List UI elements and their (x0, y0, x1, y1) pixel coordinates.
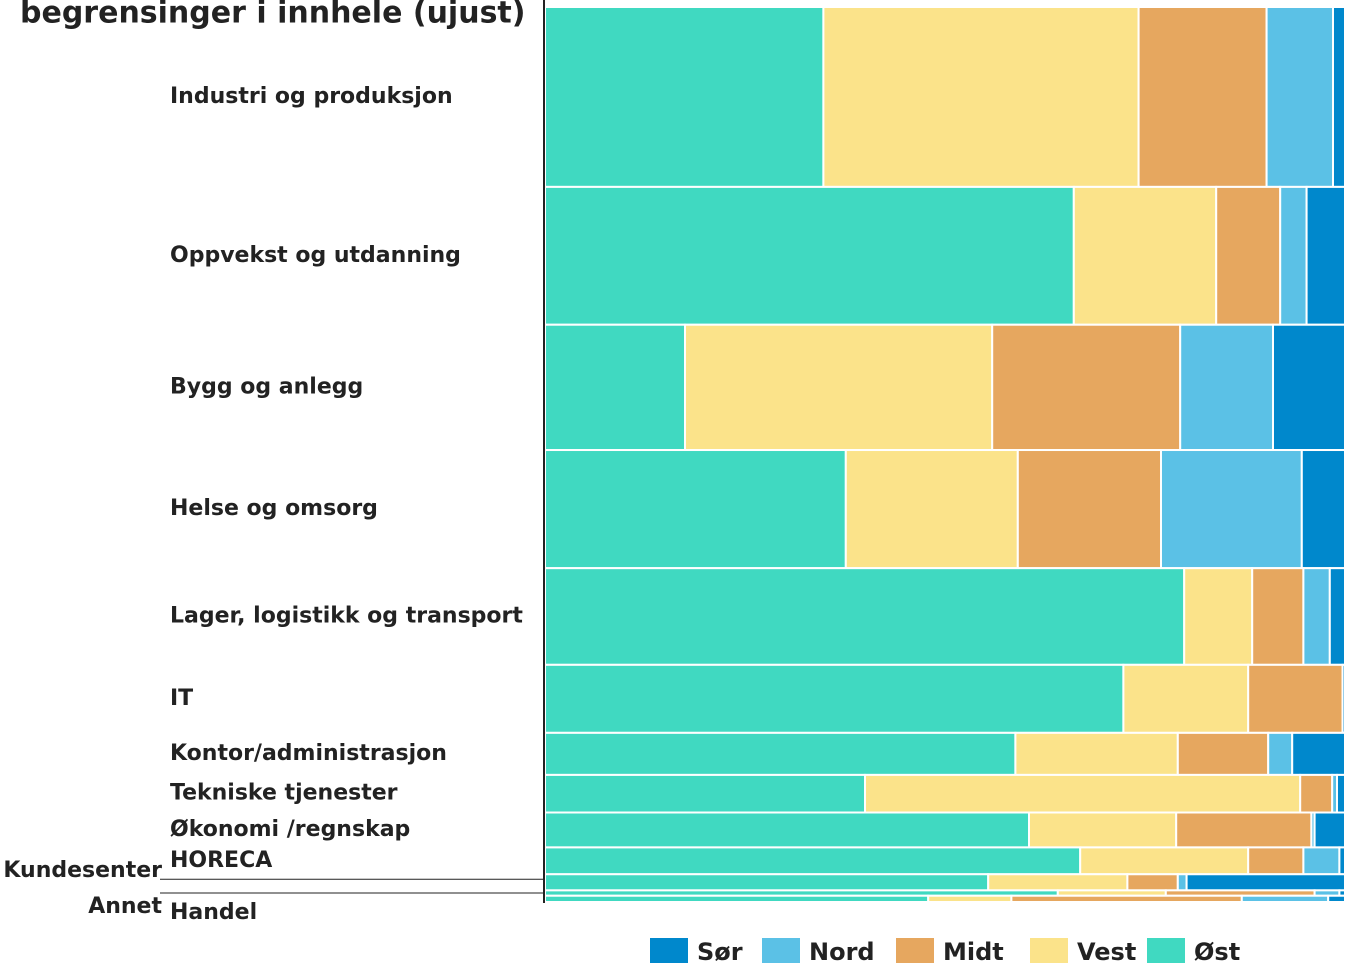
segment (1247, 846, 1305, 876)
segment (544, 567, 1186, 666)
segment (1126, 873, 1179, 892)
segment (544, 894, 930, 903)
segment (544, 873, 990, 892)
category-label: Økonomi /regnskap (170, 817, 410, 842)
legend-swatch (762, 938, 800, 963)
segment (1240, 894, 1330, 903)
segment (544, 6, 825, 188)
category-label: Lager, logistikk og transport (170, 603, 523, 628)
segment (1175, 811, 1313, 849)
segment (1279, 185, 1308, 326)
legend-swatch (1147, 938, 1185, 963)
segment (1215, 185, 1282, 326)
segment (1265, 6, 1334, 188)
segment (987, 873, 1129, 892)
segment (1072, 185, 1218, 326)
segment (544, 846, 1082, 876)
segment (927, 894, 1013, 903)
chart-title: begrensinger i innhele (ujust) (20, 0, 525, 31)
segment (1016, 449, 1162, 570)
legend-label: Sør (697, 938, 743, 963)
segment (864, 773, 1302, 814)
segment (1300, 449, 1347, 570)
segment (1332, 6, 1346, 188)
segment (1313, 811, 1346, 849)
segment (1185, 873, 1346, 892)
segment (1341, 663, 1346, 734)
segment (544, 185, 1075, 326)
category-label: Handel (170, 900, 257, 925)
category-label: Kundesenter (3, 858, 162, 883)
category-label: Industri og produksjon (170, 84, 453, 109)
legend-label: Øst (1194, 938, 1240, 963)
segment (544, 663, 1125, 734)
segment (1183, 567, 1254, 666)
segment (544, 811, 1030, 849)
segment (684, 323, 994, 452)
segment (1176, 873, 1188, 892)
legend-swatch (1030, 938, 1068, 963)
segment (991, 323, 1182, 452)
segment (822, 6, 1140, 188)
segment (1251, 567, 1305, 666)
segment (544, 773, 866, 814)
legend-label: Nord (809, 938, 875, 963)
segment (1079, 846, 1250, 876)
segment (1122, 663, 1250, 734)
segment (1272, 323, 1346, 452)
segment (1010, 894, 1243, 903)
segment (1137, 6, 1268, 188)
segment (1302, 567, 1331, 666)
segment (844, 449, 1019, 570)
segment (1302, 846, 1341, 876)
category-label: IT (170, 686, 193, 711)
segment (1305, 185, 1346, 326)
segment (544, 323, 686, 452)
segment (1328, 567, 1347, 666)
legend-label: Vest (1077, 938, 1136, 963)
legend-swatch (896, 938, 934, 963)
legend-label: Midt (943, 938, 1004, 963)
segment (1299, 773, 1334, 814)
segment (1176, 731, 1270, 776)
segment (1160, 449, 1303, 570)
category-label: Annet (88, 894, 162, 919)
segment (544, 731, 1017, 776)
segment (1247, 663, 1344, 734)
category-label: Kontor/administrasjon (170, 741, 447, 766)
category-label: Helse og omsorg (170, 496, 378, 521)
segment (1028, 811, 1178, 849)
legend-swatch (650, 938, 688, 963)
segment (1338, 846, 1347, 876)
segment (1291, 731, 1346, 776)
segment (544, 449, 847, 570)
segment (1336, 773, 1346, 814)
segment (1327, 894, 1346, 903)
category-label: Bygg og anlegg (170, 374, 363, 399)
segment (1179, 323, 1274, 452)
segment (1267, 731, 1294, 776)
category-label: Oppvekst og utdanning (170, 243, 461, 268)
category-label: HORECA (170, 848, 272, 873)
segment (1014, 731, 1179, 776)
category-label: Tekniske tjenester (170, 781, 398, 806)
